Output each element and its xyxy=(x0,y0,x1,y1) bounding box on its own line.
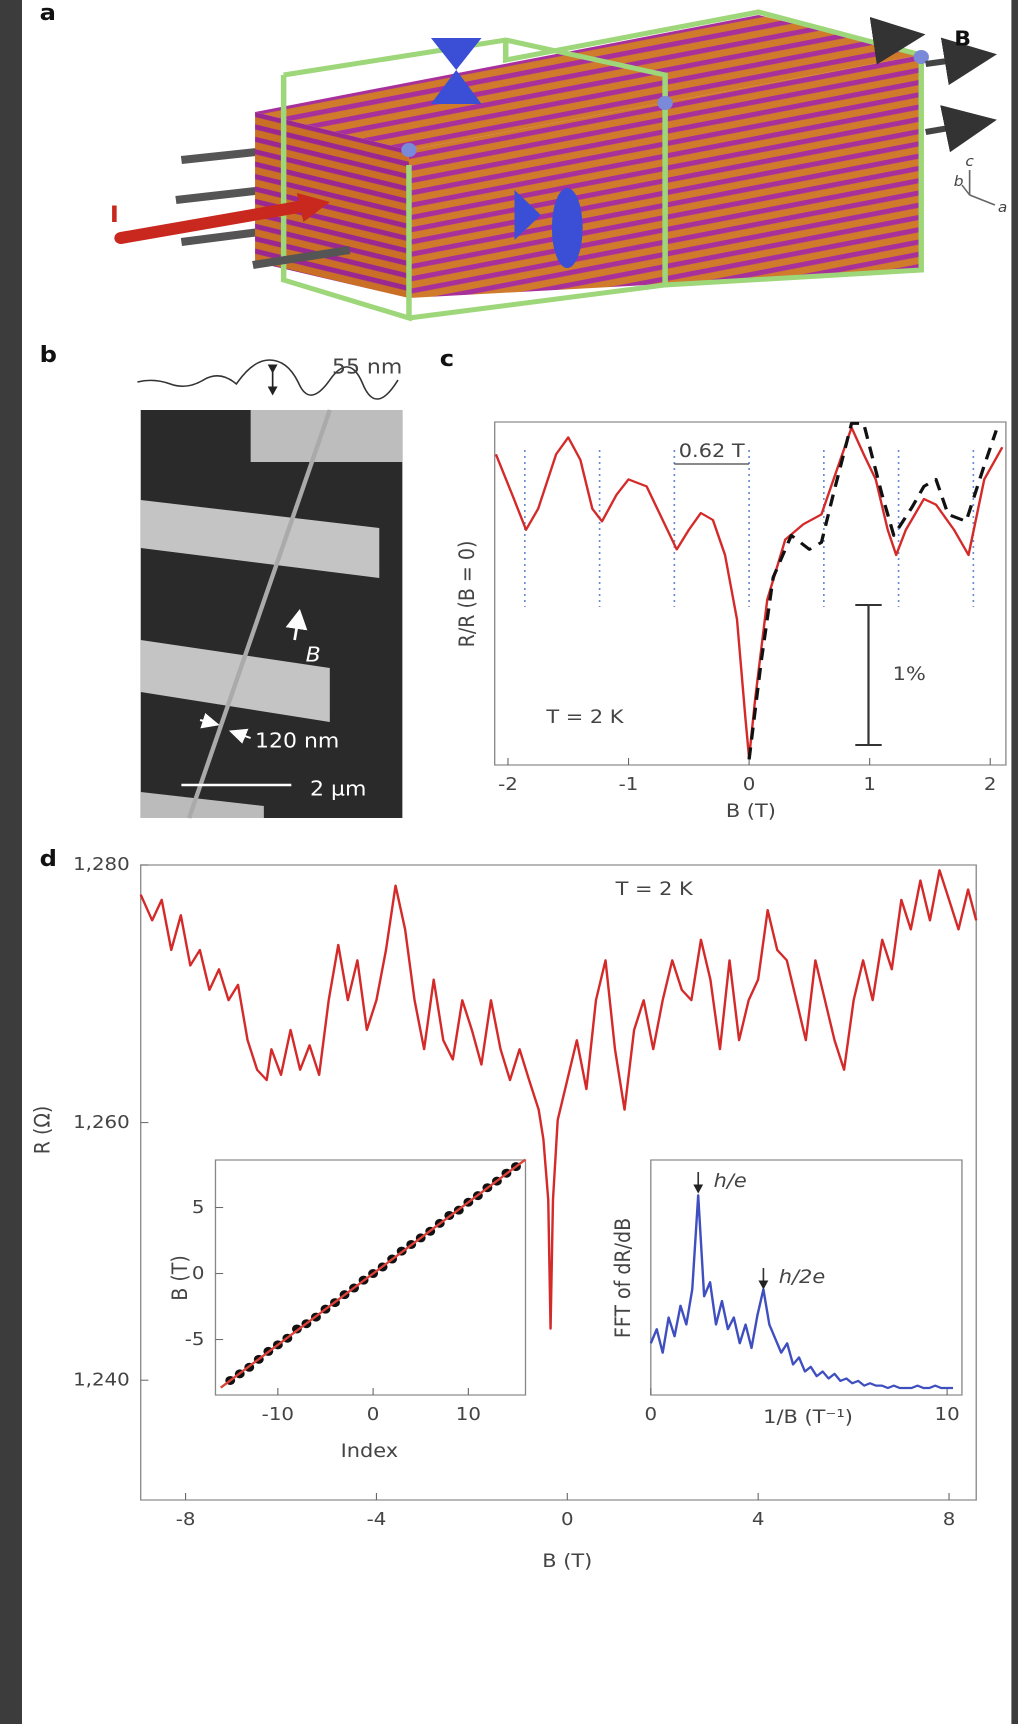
width-arrow xyxy=(199,713,220,729)
nanowire xyxy=(186,409,332,819)
x-tick-label: 0 xyxy=(645,1404,658,1425)
y-axis-label: R (Ω) xyxy=(30,1106,55,1155)
field-label: B xyxy=(306,643,321,667)
x-tick-label: 0 xyxy=(367,1404,380,1425)
loop xyxy=(280,75,412,322)
x-tick-label: -1 xyxy=(619,774,639,795)
peak-label: h/e xyxy=(714,1169,747,1192)
y-axis-label: R/R (B = 0) xyxy=(454,541,479,648)
dirac-cone xyxy=(430,38,482,70)
contact xyxy=(140,792,264,818)
y-tick-label: 0 xyxy=(192,1263,205,1284)
crystal-top xyxy=(255,15,922,150)
width-label: 120 nm xyxy=(255,729,339,753)
axis-b xyxy=(961,184,971,196)
series-line xyxy=(747,421,998,760)
x-tick-label: 10 xyxy=(935,1404,960,1425)
annotation: T = 2 K xyxy=(545,705,624,728)
crystal-front xyxy=(255,112,409,298)
series-line xyxy=(494,426,1004,760)
loop xyxy=(502,9,925,288)
x-axis-label: 1/B (T⁻¹) xyxy=(763,1405,853,1428)
x-tick-label: -8 xyxy=(176,1509,196,1530)
series-line xyxy=(649,1194,954,1390)
dirac-cone xyxy=(551,188,583,268)
x-axis-label: Index xyxy=(341,1439,399,1462)
current-label: I xyxy=(110,203,119,228)
axis-label: a xyxy=(998,199,1007,215)
x-axis-label: B (T) xyxy=(726,799,776,822)
plot-frame xyxy=(494,421,1007,766)
dirac-cone xyxy=(430,70,482,104)
field-arrow xyxy=(285,609,308,641)
axis-label: c xyxy=(965,153,973,169)
x-axis-label: B (T) xyxy=(542,1549,592,1572)
scale-label: 1% xyxy=(893,662,926,685)
x-tick-label: -4 xyxy=(367,1509,387,1530)
node xyxy=(401,143,417,157)
x-tick-label: 0 xyxy=(743,774,756,795)
lattice-diagram xyxy=(114,9,997,322)
axis-a xyxy=(969,194,996,206)
width-arrow xyxy=(228,728,252,744)
x-tick-label: 10 xyxy=(456,1404,481,1425)
annotation: T = 2 K xyxy=(615,877,694,900)
y-tick-label: 5 xyxy=(192,1197,205,1218)
dirac-cone xyxy=(514,190,541,240)
field-arrow xyxy=(925,105,997,153)
x-tick-label: -10 xyxy=(262,1404,294,1425)
y-tick-label: 1,280 xyxy=(73,854,130,875)
period-label: 0.62 T xyxy=(679,439,746,462)
x-tick-label: 2 xyxy=(984,774,997,795)
y-tick-label: 1,260 xyxy=(73,1112,130,1133)
loop xyxy=(283,37,668,321)
x-tick-label: 8 xyxy=(943,1509,956,1530)
panel-letter: a xyxy=(40,1,56,26)
current-arrow-head xyxy=(296,193,330,222)
x-tick-label: 4 xyxy=(752,1509,765,1530)
y-axis-label: FFT of dR/dB xyxy=(610,1218,635,1338)
field-arrow xyxy=(869,16,926,65)
axis-label: b xyxy=(954,173,964,189)
x-tick-label: 1 xyxy=(863,774,876,795)
scale-label: 2 µm xyxy=(310,777,366,801)
panel-letter: c xyxy=(440,347,454,372)
height-profile xyxy=(137,359,399,400)
x-tick-label: 0 xyxy=(561,1509,574,1530)
panel-letter: d xyxy=(40,847,57,872)
contact xyxy=(140,500,380,578)
field-label: B xyxy=(954,27,971,51)
node xyxy=(657,96,673,110)
x-tick-label: -2 xyxy=(498,774,518,795)
y-tick-label: 1,240 xyxy=(73,1369,130,1390)
height-label: 55 nm xyxy=(332,355,402,379)
series-line xyxy=(219,1158,527,1389)
sem-image xyxy=(140,409,403,819)
field-arrow xyxy=(925,37,997,86)
panel-letter: b xyxy=(40,343,57,368)
current-arrow xyxy=(114,199,317,244)
y-axis-label: B (T) xyxy=(167,1255,192,1300)
lead xyxy=(252,246,351,269)
series-line xyxy=(139,869,978,1330)
sem-background xyxy=(140,410,403,818)
y-tick-label: -5 xyxy=(185,1329,205,1350)
peak-label: h/2e xyxy=(779,1265,825,1288)
